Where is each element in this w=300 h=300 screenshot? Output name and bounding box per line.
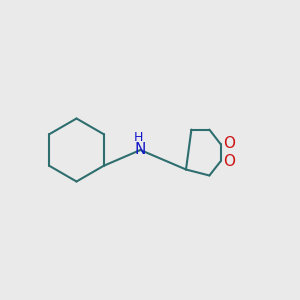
Text: O: O: [223, 136, 235, 152]
Text: O: O: [223, 154, 235, 169]
Text: N: N: [135, 142, 146, 158]
Text: H: H: [134, 131, 144, 144]
